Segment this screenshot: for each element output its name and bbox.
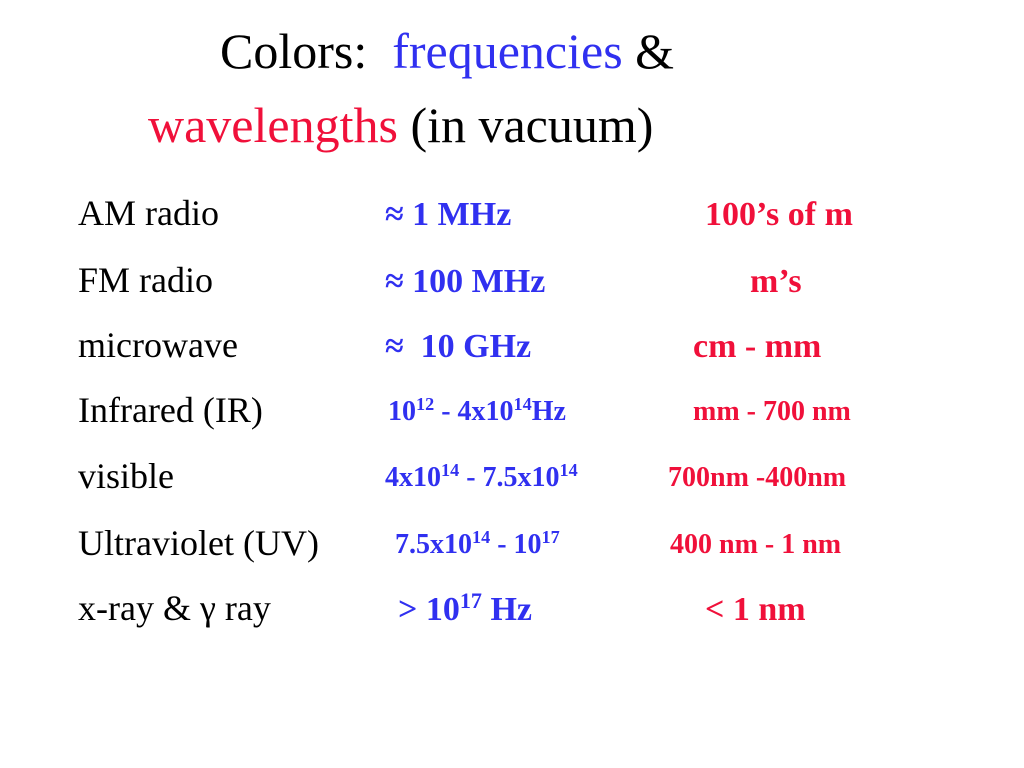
frequency-text: Hz <box>531 396 566 427</box>
wavelength: < 1 nm <box>705 591 806 628</box>
frequency: ≈ 10 GHz <box>385 330 531 364</box>
frequency-text: - 4x10 <box>434 396 514 427</box>
frequency: > 1017 Hz <box>398 589 533 628</box>
title-part: Colors: <box>220 23 393 79</box>
frequency: ≈ 100 MHz <box>385 265 545 299</box>
frequency-text: ≈ 1 MHz <box>385 196 512 233</box>
frequency-text: > 10 <box>398 591 460 628</box>
row-name: AM radio <box>78 193 219 233</box>
wavelength: 400 nm - 1 nm <box>670 529 842 560</box>
exponent: 14 <box>441 460 460 480</box>
exponent: 17 <box>459 587 482 613</box>
row-name: x-ray & γ ray <box>78 588 271 628</box>
title-part: wavelengths <box>148 97 398 153</box>
frequency: ≈ 1 MHz <box>385 198 511 232</box>
title-line: wavelengths (in vacuum) <box>0 96 1024 154</box>
wavelength: cm - mm <box>693 328 822 365</box>
wavelength: 100’s of m <box>705 196 853 233</box>
exponent: 17 <box>541 527 560 547</box>
wavelength: m’s <box>750 263 802 300</box>
frequency-text: ≈ 10 GHz <box>385 328 532 365</box>
exponent: 12 <box>416 394 435 414</box>
frequency-text: - 10 <box>490 529 542 560</box>
frequency-text: - 7.5x10 <box>459 462 560 493</box>
frequency-text: Hz <box>481 591 533 628</box>
exponent: 14 <box>513 394 532 414</box>
title-part: & <box>622 23 675 79</box>
title-part: (in vacuum) <box>397 97 654 153</box>
title-part: frequencies <box>392 23 623 79</box>
exponent: 14 <box>472 527 491 547</box>
title-line: Colors: frequencies & <box>0 22 1024 80</box>
row-name: Infrared (IR) <box>78 390 263 430</box>
wavelength: mm - 700 nm <box>693 396 851 427</box>
frequency: 7.5x1014 - 1017 <box>395 528 560 560</box>
row-name: visible <box>78 456 174 496</box>
exponent: 14 <box>559 460 578 480</box>
frequency-text: 4x10 <box>385 462 441 493</box>
row-name: Ultraviolet (UV) <box>78 523 319 563</box>
row-name: FM radio <box>78 260 213 300</box>
frequency: 1012 - 4x1014Hz <box>388 395 566 427</box>
row-name: microwave <box>78 325 238 365</box>
frequency-text: ≈ 100 MHz <box>385 263 546 300</box>
frequency-text: 10 <box>388 396 416 427</box>
frequency: 4x1014 - 7.5x1014 <box>385 461 578 493</box>
wavelength: 700nm -400nm <box>668 462 847 493</box>
frequency-text: 7.5x10 <box>395 529 472 560</box>
